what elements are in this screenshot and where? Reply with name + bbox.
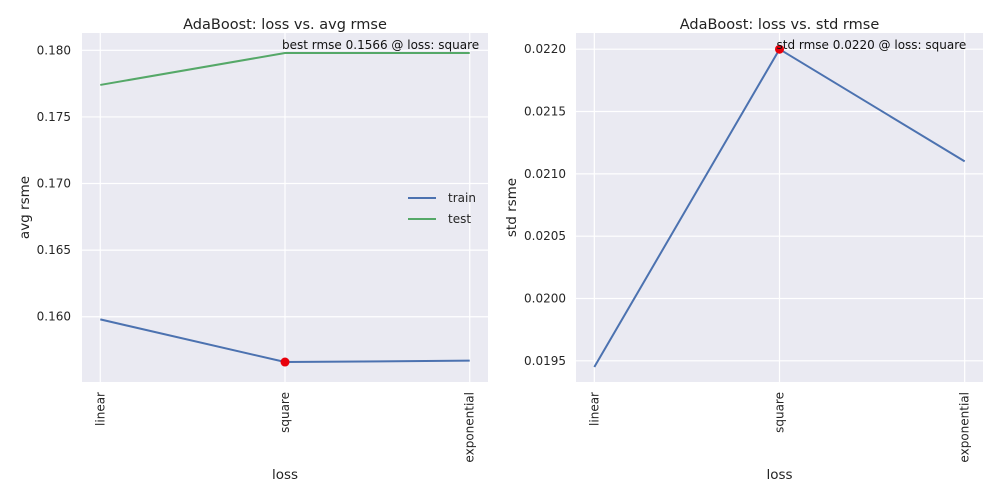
std-rmse-best-annotation: std rmse 0.0220 @ loss: square [777,38,967,52]
std-rmse-y-axis-label: std rsme [504,178,520,237]
std-rmse-x-tick-label: exponential [958,392,972,463]
avg-rmse-series [100,51,470,367]
std-rmse-series [593,44,966,368]
avg-rmse-x-axis-label: loss [272,467,298,483]
std-rmse-chart: linear square exponential 0.0195 0.0200 0.020… [504,17,983,483]
std-rmse-y-tick-label: 0.0210 [524,167,566,181]
std-rmse-x-tick-label: linear [587,392,601,426]
std-rmse-y-tick-label: 0.0195 [524,354,566,368]
avg-rmse-series-line-test [100,51,470,86]
avg-rmse-x-tick-label: exponential [463,392,477,463]
std-rmse-ticks: linear square exponential 0.0195 0.0200 0.020… [524,42,972,462]
avg-rmse-y-axis-label: avg rsme [17,176,33,239]
std-rmse-x-tick-label: square [773,392,787,433]
std-rmse-best-point [775,44,784,54]
avg-rmse-legend-label-test: test [448,212,471,226]
avg-rmse-ticks: linear square exponential 0.160 0.165 0.170 0.… [37,43,477,462]
avg-rmse-y-tick-label: 0.180 [37,43,71,57]
std-rmse-y-tick-label: 0.0215 [524,105,566,119]
avg-rmse-best-point [280,357,290,367]
std-rmse-grid [576,33,983,382]
avg-rmse-legend-label-train: train [448,191,476,205]
std-rmse-y-tick-label: 0.0220 [524,42,566,56]
avg-rmse-y-tick-label: 0.165 [37,243,71,257]
std-rmse-y-tick-label: 0.0205 [524,229,566,243]
avg-rmse-y-tick-label: 0.175 [37,110,71,124]
avg-rmse-grid [82,33,488,382]
std-rmse-x-axis-label: loss [766,467,792,483]
avg-rmse-y-tick-label: 0.170 [37,177,71,191]
std-rmse-y-tick-label: 0.0200 [524,291,566,305]
avg-rmse-chart: linear square exponential 0.160 0.165 0.170 0.… [17,17,488,483]
avg-rmse-y-tick-label: 0.160 [37,310,71,324]
std-rmse-chart-title: AdaBoost: loss vs. std rmse [680,17,880,33]
avg-rmse-x-tick-label: square [278,392,292,433]
avg-rmse-legend: train test [408,191,476,226]
avg-rmse-x-tick-label: linear [93,392,107,426]
avg-rmse-best-annotation: best rmse 0.1566 @ loss: square [282,38,479,52]
avg-rmse-chart-title: AdaBoost: loss vs. avg rmse [183,17,387,33]
